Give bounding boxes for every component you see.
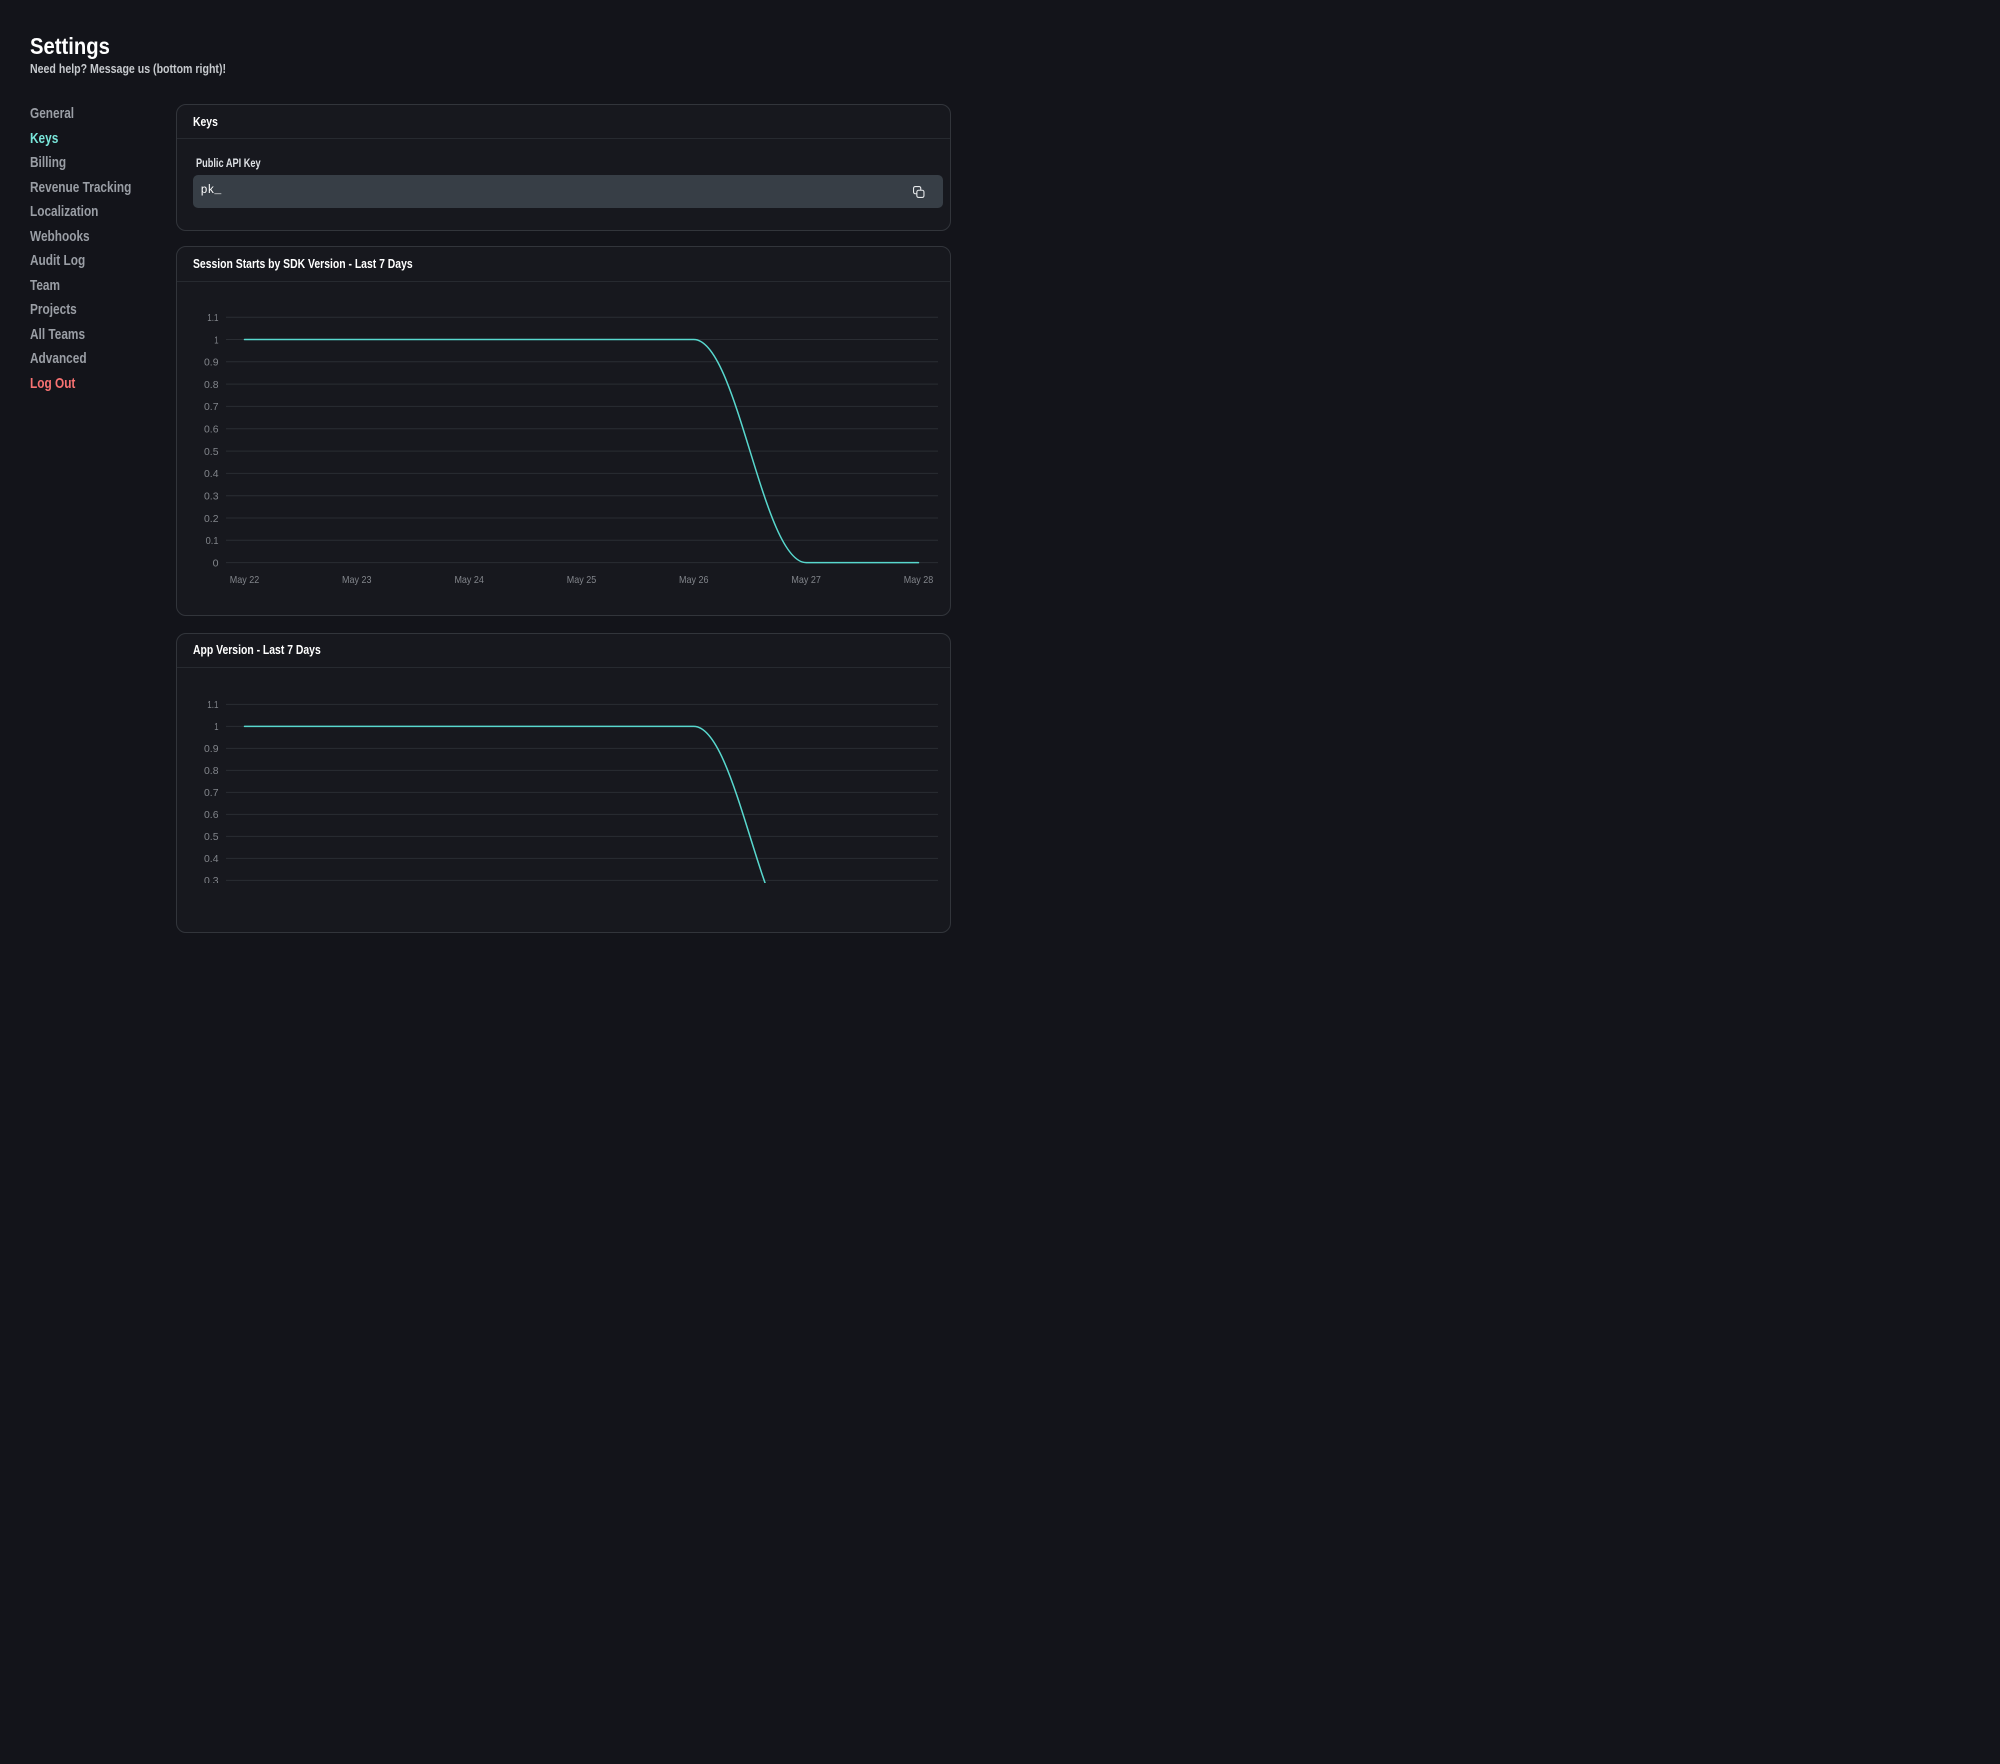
svg-text:May 28: May 28 (904, 574, 934, 586)
svg-text:1: 1 (214, 335, 218, 347)
svg-text:May 25: May 25 (567, 574, 597, 586)
svg-text:0.3: 0.3 (204, 491, 219, 503)
svg-text:0.5: 0.5 (204, 446, 219, 458)
svg-text:1: 1 (214, 721, 218, 733)
svg-text:May 22: May 22 (230, 574, 260, 586)
svg-text:May 26: May 26 (679, 574, 709, 586)
svg-text:0.1: 0.1 (206, 535, 219, 547)
svg-text:0.8: 0.8 (204, 379, 219, 391)
svg-text:0.8: 0.8 (204, 765, 219, 777)
svg-text:0.9: 0.9 (204, 743, 219, 755)
svg-text:May 23: May 23 (342, 574, 372, 586)
svg-text:1.1: 1.1 (207, 699, 218, 711)
svg-text:0.4: 0.4 (204, 853, 219, 865)
svg-text:0.4: 0.4 (204, 469, 219, 481)
svg-text:0.7: 0.7 (204, 402, 219, 414)
svg-text:0.2: 0.2 (204, 513, 219, 525)
svg-text:0.5: 0.5 (204, 831, 219, 843)
svg-text:0.7: 0.7 (204, 787, 219, 799)
svg-text:1.1: 1.1 (207, 312, 218, 324)
svg-text:May 24: May 24 (454, 574, 484, 586)
svg-text:0.6: 0.6 (204, 809, 219, 821)
svg-text:0: 0 (213, 558, 219, 570)
svg-text:0.3: 0.3 (204, 875, 219, 883)
svg-text:May 27: May 27 (791, 574, 821, 586)
svg-text:0.6: 0.6 (204, 424, 219, 436)
svg-text:0.9: 0.9 (204, 357, 219, 369)
